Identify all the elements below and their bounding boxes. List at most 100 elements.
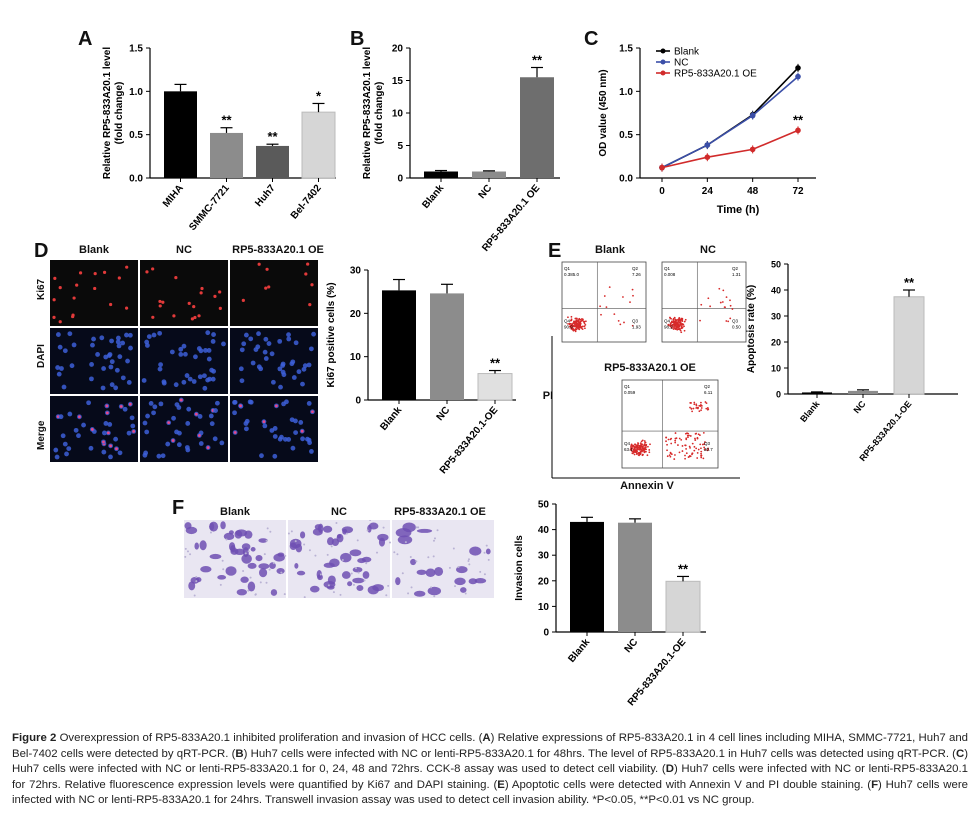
dapi-nucleus: [270, 379, 276, 385]
ki67-nucleus: [267, 285, 271, 289]
membrane-pore: [303, 543, 306, 546]
quadrant-label: 0.008: [664, 272, 676, 277]
flow-event: [574, 317, 577, 320]
invading-cell: [460, 587, 467, 593]
membrane-pore: [219, 583, 222, 586]
invading-cell: [323, 562, 335, 568]
flow-title-oe: RP5-833A20.1 OE: [604, 362, 696, 374]
flow-event: [673, 327, 676, 329]
dapi-nucleus: [129, 415, 135, 421]
membrane-pore: [345, 532, 348, 535]
legend-marker: [660, 70, 666, 76]
membrane-pore: [448, 566, 451, 569]
flow-event: [623, 321, 625, 324]
legend-marker: [660, 59, 666, 65]
dapi-nucleus: [146, 334, 152, 339]
dapi-nucleus: [262, 349, 268, 355]
ki67-nucleus: [58, 285, 62, 290]
dapi-nucleus: [103, 421, 109, 426]
ki67-nucleus: [151, 267, 155, 271]
dapi-nucleus: [64, 451, 69, 457]
dapi-nucleus: [114, 367, 120, 373]
y-tick-label: 10: [771, 364, 781, 374]
quadrant-label: 6.11: [704, 390, 713, 395]
chart-d-yaxis: 0 10 20 30 Ki67 positive cells (%): [326, 266, 369, 407]
dapi-nucleus: [243, 332, 249, 338]
dapi-nucleus: [158, 362, 163, 368]
dapi-nucleus: [67, 411, 73, 417]
ki67-nucleus: [308, 302, 312, 307]
col-label-blank: Blank: [79, 244, 109, 256]
flow-event: [600, 313, 602, 316]
quadrant-label: 0.059: [624, 390, 636, 395]
dapi-nucleus: [120, 375, 126, 381]
merge-nucleus: [171, 439, 175, 442]
dapi-nucleus: [57, 344, 63, 350]
merge-nucleus: [179, 398, 183, 402]
dapi-nucleus: [89, 362, 94, 367]
invading-cell: [225, 566, 237, 576]
flow-event: [694, 433, 697, 435]
micrograph-tile: [50, 260, 138, 326]
ki67-nucleus: [161, 300, 165, 304]
membrane-pore: [314, 554, 317, 557]
row-label-dapi: DAPI: [36, 344, 47, 368]
dapi-nucleus: [115, 335, 121, 341]
invading-cell: [295, 543, 303, 553]
flow-event: [701, 443, 704, 446]
flow-event: [672, 317, 675, 320]
legend-label: Blank: [674, 47, 700, 58]
dapi-nucleus: [272, 453, 278, 459]
chart-f-bars: Blank NC**RP5-833A20.1-OE: [556, 516, 706, 708]
invading-cell: [242, 547, 249, 558]
flow-event: [674, 319, 677, 322]
y-axis-label: OD value (450 nm): [598, 69, 609, 156]
flow-event: [613, 313, 616, 316]
flow-event: [702, 457, 705, 460]
x-tick-label: NC: [477, 183, 495, 201]
invading-cell: [377, 533, 389, 542]
ki67-nucleus: [102, 270, 107, 274]
flow-event: [695, 447, 698, 450]
dapi-nucleus: [269, 428, 275, 433]
dapi-nucleus: [213, 408, 218, 413]
merge-nucleus: [197, 434, 201, 437]
dapi-nucleus: [239, 347, 245, 353]
membrane-pore: [352, 583, 355, 586]
dapi-nucleus: [86, 400, 91, 406]
flow-event: [645, 450, 647, 453]
flow-event: [669, 455, 672, 458]
dapi-nucleus: [279, 434, 284, 440]
membrane-pore: [483, 573, 486, 576]
membrane-pore: [266, 527, 269, 530]
invading-cell: [234, 530, 243, 539]
transwell-tile: [392, 520, 494, 598]
membrane-pore: [335, 521, 338, 524]
flow-ylabel: PI: [542, 390, 554, 402]
dapi-nucleus: [126, 430, 132, 436]
flow-event: [681, 445, 684, 447]
flow-event: [640, 448, 643, 451]
dapi-nucleus: [277, 338, 283, 344]
membrane-pore: [186, 550, 189, 553]
dapi-nucleus: [56, 371, 62, 377]
flow-event: [674, 441, 677, 444]
membrane-pore: [365, 562, 368, 565]
flow-event: [679, 328, 681, 331]
membrane-pore: [432, 539, 435, 542]
flow-event: [691, 452, 694, 455]
dapi-nucleus: [278, 384, 283, 390]
flow-event: [572, 328, 575, 331]
quadrant-label: Q1: [624, 384, 631, 389]
bar-blank: [570, 521, 604, 632]
panel-letter-a: A: [78, 28, 93, 50]
dapi-nucleus: [101, 449, 107, 455]
flow-event: [719, 301, 722, 304]
legend-label: RP5-833A20.1 OE: [674, 69, 757, 80]
membrane-pore: [433, 595, 436, 598]
y-tick-label: 0.5: [619, 130, 633, 141]
flow-event: [725, 320, 728, 322]
flow-event: [707, 408, 710, 411]
y-tick-label: 20: [771, 338, 781, 348]
